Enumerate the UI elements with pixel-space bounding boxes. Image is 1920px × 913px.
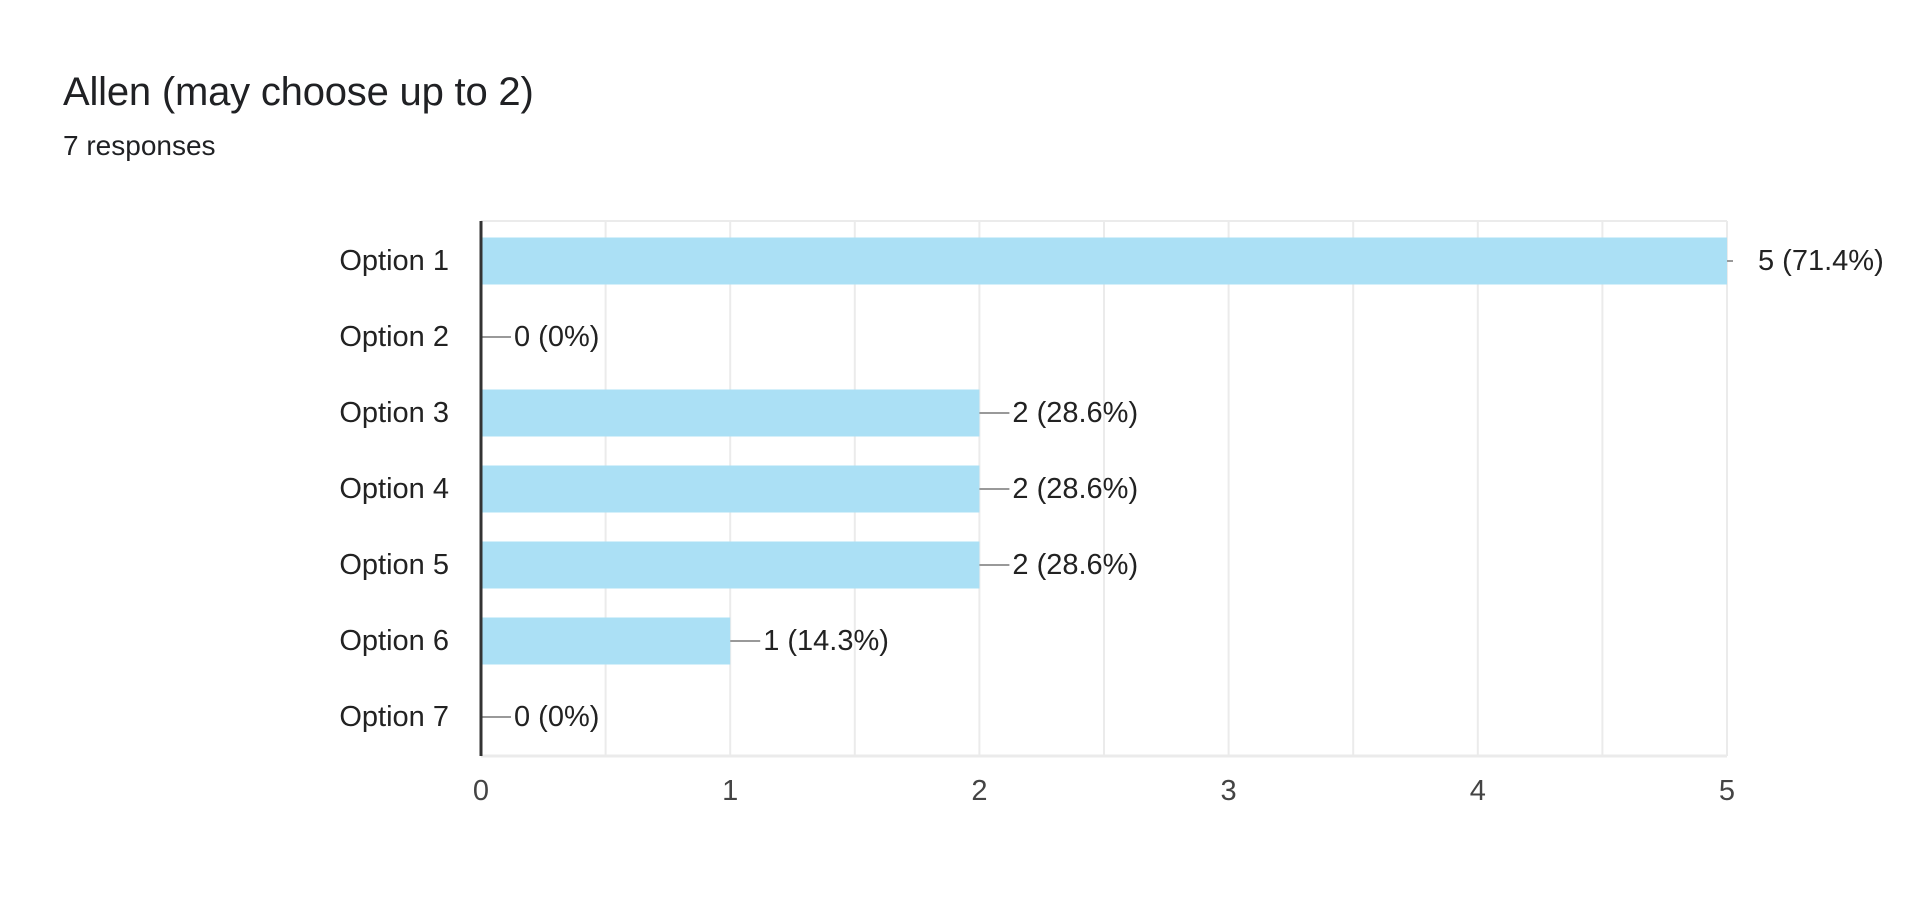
- x-tick-label: 4: [1470, 775, 1486, 807]
- x-tick-label: 0: [473, 775, 489, 807]
- bar: [481, 541, 980, 589]
- response-count: 7 responses: [63, 130, 216, 161]
- question-title: Allen (may choose up to 2): [63, 70, 534, 114]
- data-label: 2 (28.6%): [1012, 397, 1138, 429]
- category-label: Option 4: [339, 473, 449, 505]
- category-label: Option 5: [339, 549, 449, 581]
- bars: [481, 237, 1727, 665]
- data-label: 5 (71.4%): [1758, 245, 1884, 277]
- leader-lines: [481, 260, 1733, 718]
- category-label: Option 7: [339, 701, 449, 733]
- bar: [481, 465, 980, 513]
- category-label: Option 3: [339, 397, 449, 429]
- x-tick-label: 3: [1221, 775, 1237, 807]
- data-label: 2 (28.6%): [1012, 549, 1138, 581]
- data-label: 0 (0%): [514, 321, 599, 353]
- data-label: 0 (0%): [514, 701, 599, 733]
- category-label: Option 1: [339, 245, 449, 277]
- bar: [481, 237, 1727, 285]
- x-tick-label: 5: [1719, 775, 1735, 807]
- x-tick-label: 1: [722, 775, 738, 807]
- category-label: Option 2: [339, 321, 449, 353]
- bar: [481, 617, 731, 665]
- data-label: 1 (14.3%): [763, 625, 889, 657]
- category-labels: Option 1 Option 2 Option 3 Option 4 Option 5…: [339, 245, 449, 733]
- category-label: Option 6: [339, 625, 449, 657]
- x-axis-tick-labels: 0 1 2 3 4 5: [473, 775, 1735, 807]
- x-tick-label: 2: [971, 775, 987, 807]
- bar: [481, 389, 980, 437]
- data-labels: 5 (71.4%) 0 (0%) 2 (28.6%) 2 (28.6%) 2 (28.6…: [514, 245, 1884, 733]
- data-label: 2 (28.6%): [1012, 473, 1138, 505]
- gridlines: [481, 220, 1728, 758]
